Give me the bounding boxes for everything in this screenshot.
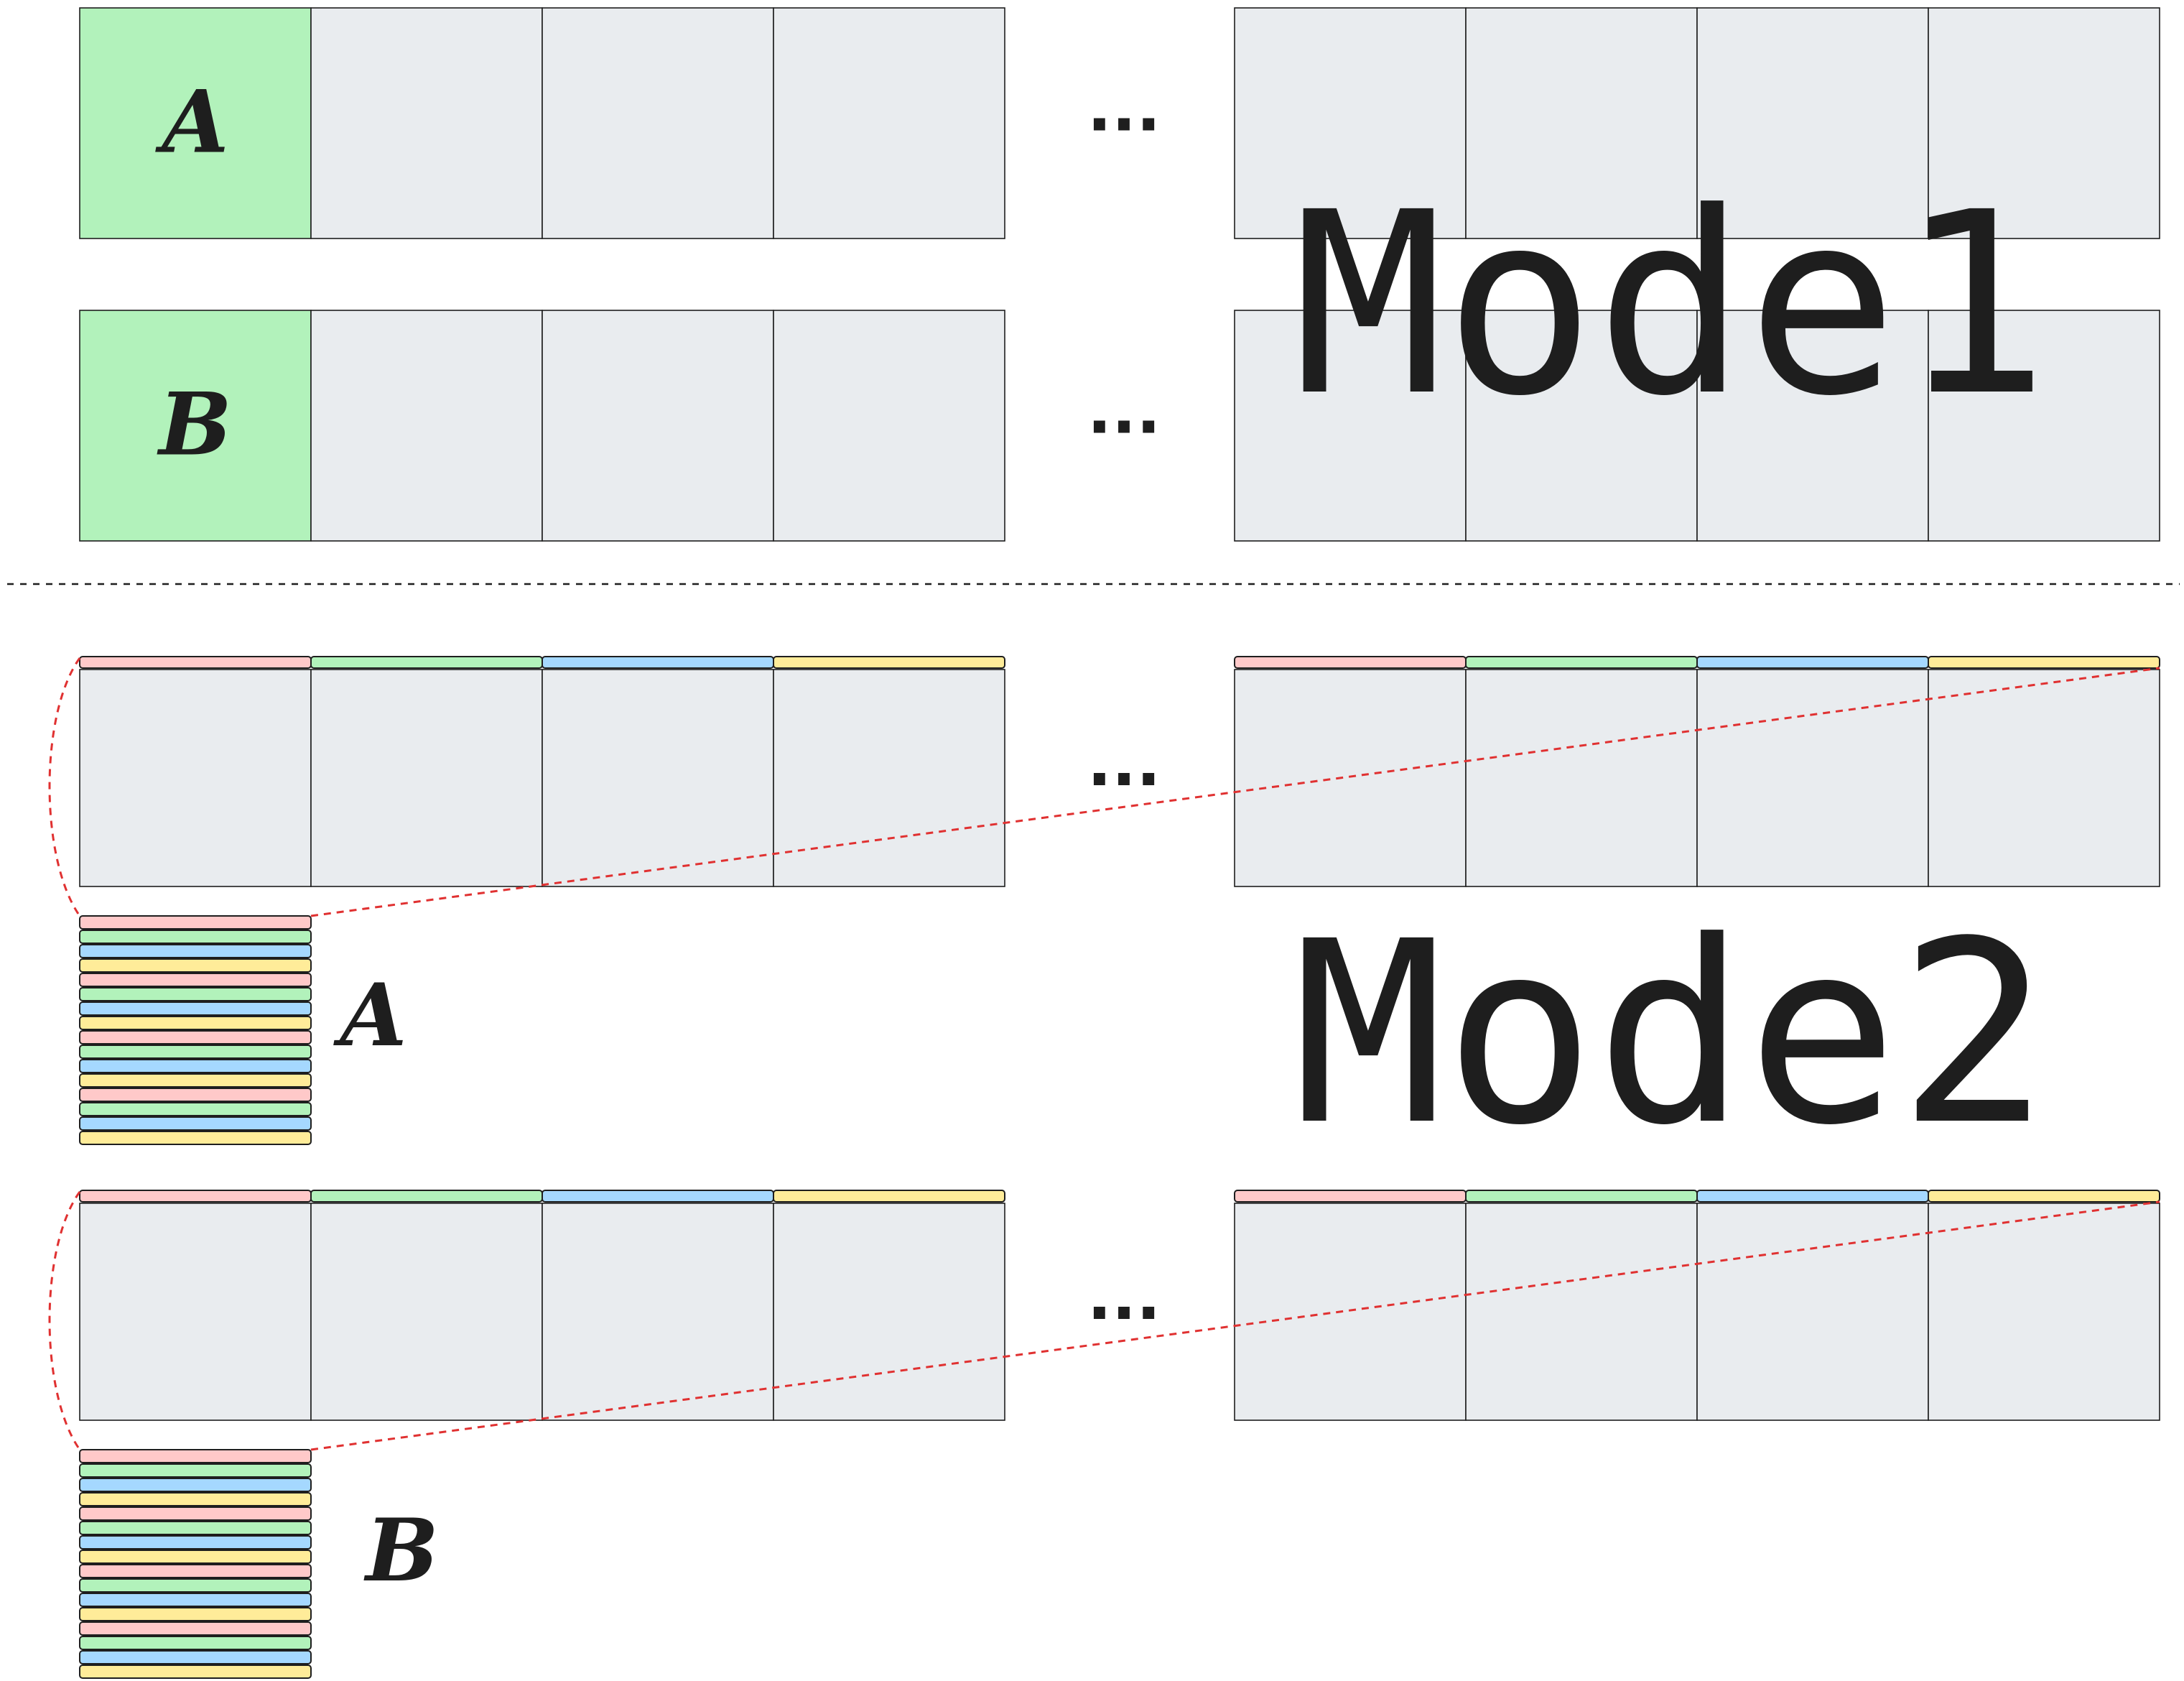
- mode1-row-letter: A: [154, 72, 228, 173]
- mode2-connector-diagonal: [310, 1200, 2160, 1451]
- mode2-stacked-stripe: [79, 987, 312, 1001]
- mode2-section: A... B...: [48, 656, 2160, 1679]
- mode2-top-stripe: [773, 1190, 1005, 1203]
- mode2-stacked-stripe: [79, 1607, 312, 1621]
- mode2-cell: [1696, 1203, 1929, 1421]
- mode1-cell: [773, 7, 1005, 239]
- mode2-connector-left: [48, 1191, 81, 1450]
- mode2-cell: [79, 669, 312, 887]
- mode1-cell: [1234, 7, 1467, 239]
- mode2-top-stripe: [1234, 656, 1467, 669]
- mode1-label: Mode1: [1293, 158, 2050, 451]
- mode2-stacked-stripe: [79, 1578, 312, 1593]
- mode1-cell: [542, 310, 774, 542]
- mode2-cell: [1696, 669, 1929, 887]
- mode2-stacked-stripe: [79, 1001, 312, 1016]
- mode2-cell: [542, 669, 774, 887]
- mode2-stacked-stripe: [79, 1088, 312, 1102]
- mode2-cell: [773, 669, 1005, 887]
- mode2-stacked-stripe: [79, 1492, 312, 1506]
- mode2-stacked-stripe: [79, 1463, 312, 1478]
- mode1-cell: [1465, 310, 1698, 542]
- mode1-cell: [773, 310, 1005, 542]
- mode2-stacked-stripe: [79, 1650, 312, 1664]
- mode1-row-letter: B: [157, 374, 231, 476]
- mode2-stacked-stripe: [79, 958, 312, 973]
- mode2-stacked-stripe: [79, 1030, 312, 1045]
- mode2-stacked-stripe: [79, 1478, 312, 1492]
- mode2-top-stripe: [79, 1190, 312, 1203]
- mode2-stacked-stripe: [79, 1636, 312, 1650]
- mode2-top-stripe: [1928, 1190, 2160, 1203]
- mode2-top-stripe: [79, 656, 312, 669]
- mode1-cell: [1234, 310, 1467, 542]
- mode2-top-stripe: [1234, 1190, 1467, 1203]
- mode2-cell: [1465, 1203, 1698, 1421]
- mode2-cell: [1234, 669, 1467, 887]
- mode2-stacked-stripe: [79, 1564, 312, 1578]
- mode2-cell: [1234, 1203, 1467, 1421]
- mode2-stacked-stripe: [79, 1550, 312, 1564]
- mode2-top-stripe: [773, 656, 1005, 669]
- mode2-stacked-stripe: [79, 1664, 312, 1679]
- mode2-cell: [1928, 1203, 2160, 1421]
- mode2-cell: [1465, 669, 1698, 887]
- mode2-top-stripe: [542, 1190, 774, 1203]
- mode2-cell: [542, 1203, 774, 1421]
- mode1-cell: [1928, 7, 2160, 239]
- mode1-cell: [1928, 310, 2160, 542]
- mode2-top-stripe: [1465, 1190, 1698, 1203]
- mode2-row-letter: A: [333, 965, 406, 1066]
- mode1-cell: [1465, 7, 1698, 239]
- mode2-top-stripe: [310, 656, 543, 669]
- mode2-stacked-stripe: [79, 1521, 312, 1535]
- mode1-cell: [310, 310, 543, 542]
- mode1-cell: [542, 7, 774, 239]
- mode2-stacked-stripe: [79, 1593, 312, 1607]
- mode2-stacked-stripe: [79, 1449, 312, 1463]
- mode2-cell: [773, 1203, 1005, 1421]
- mode1-section: A ... B...: [79, 7, 2160, 542]
- mode1-ellipsis: ...: [1087, 374, 1161, 449]
- mode2-stacked-stripe: [79, 1535, 312, 1550]
- mode2-stacked-stripe: [79, 973, 312, 987]
- mode2-ellipsis: ...: [1087, 726, 1161, 801]
- mode2-stacked-stripe: [79, 1116, 312, 1131]
- mode1-cell: [310, 7, 543, 239]
- mode2-stacked-stripe: [79, 1073, 312, 1088]
- mode2-cell: [310, 1203, 543, 1421]
- mode2-stacked-stripe: [79, 1506, 312, 1521]
- mode2-ellipsis: ...: [1087, 1259, 1161, 1335]
- mode2-top-stripe: [1928, 656, 2160, 669]
- mode2-stacked-stripe: [79, 915, 312, 930]
- mode1-highlight-cell: [79, 310, 312, 542]
- mode2-stacked-stripe: [79, 1059, 312, 1073]
- mode2-stacked-stripe: [79, 944, 312, 958]
- mode2-stacked-stripe: [79, 1016, 312, 1030]
- mode2-connector-diagonal: [310, 667, 2160, 917]
- mode2-top-stripe: [542, 656, 774, 669]
- mode1-highlight-cell: [79, 7, 312, 239]
- mode2-stacked-stripe: [79, 1131, 312, 1145]
- mode2-stacked-stripe: [79, 930, 312, 944]
- mode1-cell: [1696, 7, 1929, 239]
- mode2-stacked-stripe: [79, 1045, 312, 1059]
- mode2-connector-left: [48, 657, 81, 917]
- mode2-top-stripe: [1465, 656, 1698, 669]
- mode2-label: Mode2: [1293, 887, 2050, 1180]
- mode1-ellipsis: ...: [1087, 71, 1161, 147]
- mode2-cell: [310, 669, 543, 887]
- mode2-stacked-stripe: [79, 1102, 312, 1116]
- mode2-cell: [1928, 669, 2160, 887]
- mode2-row-letter: B: [363, 1500, 438, 1601]
- mode2-stacked-stripe: [79, 1621, 312, 1636]
- mode2-cell: [79, 1203, 312, 1421]
- mode2-top-stripe: [1696, 656, 1929, 669]
- mode2-top-stripe: [1696, 1190, 1929, 1203]
- mode2-top-stripe: [310, 1190, 543, 1203]
